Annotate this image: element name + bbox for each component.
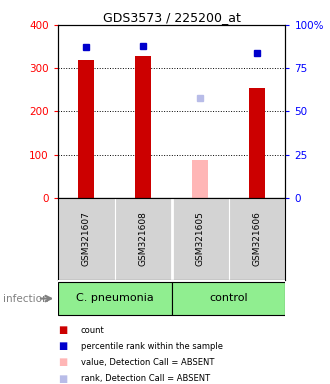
Title: GDS3573 / 225200_at: GDS3573 / 225200_at <box>103 11 241 24</box>
Bar <box>58 282 172 315</box>
Text: C. pneumonia: C. pneumonia <box>76 293 153 303</box>
Text: GSM321608: GSM321608 <box>139 212 148 266</box>
Text: infection: infection <box>3 293 49 304</box>
Bar <box>249 88 265 198</box>
Bar <box>135 56 151 198</box>
Bar <box>78 60 94 198</box>
Text: ■: ■ <box>58 358 67 367</box>
Text: GSM321607: GSM321607 <box>82 212 91 266</box>
Text: percentile rank within the sample: percentile rank within the sample <box>81 342 223 351</box>
Text: control: control <box>209 293 248 303</box>
Text: count: count <box>81 326 105 335</box>
Text: ■: ■ <box>58 325 67 335</box>
Text: ■: ■ <box>58 341 67 351</box>
Bar <box>172 282 285 315</box>
Text: GSM321606: GSM321606 <box>252 212 261 266</box>
Text: GSM321605: GSM321605 <box>196 212 205 266</box>
Bar <box>192 160 208 198</box>
Text: ■: ■ <box>58 374 67 384</box>
Text: rank, Detection Call = ABSENT: rank, Detection Call = ABSENT <box>81 374 210 383</box>
Text: value, Detection Call = ABSENT: value, Detection Call = ABSENT <box>81 358 214 367</box>
